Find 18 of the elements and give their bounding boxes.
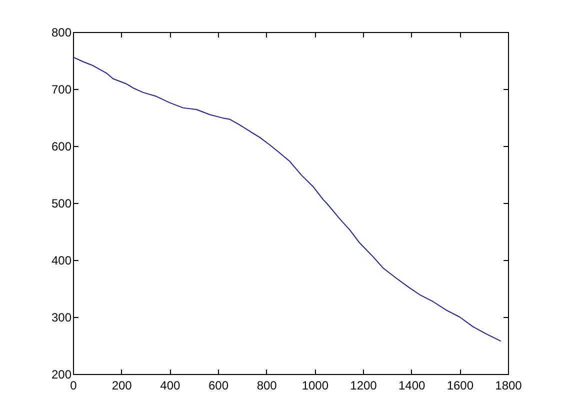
x-tick-label: 200 bbox=[112, 378, 132, 392]
y-tick-label: 300 bbox=[51, 310, 72, 324]
x-tick-label: 600 bbox=[208, 378, 229, 392]
y-tick-label: 800 bbox=[51, 26, 72, 40]
x-tick-label: 800 bbox=[256, 378, 278, 392]
x-tick-label: 1800 bbox=[495, 378, 522, 392]
line-series bbox=[73, 56, 502, 342]
x-tick-label: 400 bbox=[160, 378, 180, 392]
x-tick-label: 1200 bbox=[350, 378, 378, 392]
y-tick-label: 400 bbox=[51, 254, 72, 268]
y-tick-label: 600 bbox=[51, 140, 72, 154]
x-tick-label: 0 bbox=[70, 378, 78, 392]
x-tick-label: 1000 bbox=[302, 378, 329, 392]
x-tick-label: 1400 bbox=[398, 378, 426, 392]
x-tick-label: 1600 bbox=[446, 378, 474, 392]
y-tick-label: 700 bbox=[51, 82, 72, 96]
y-tick-label: 500 bbox=[51, 196, 72, 210]
y-tick-label: 200 bbox=[51, 368, 72, 382]
